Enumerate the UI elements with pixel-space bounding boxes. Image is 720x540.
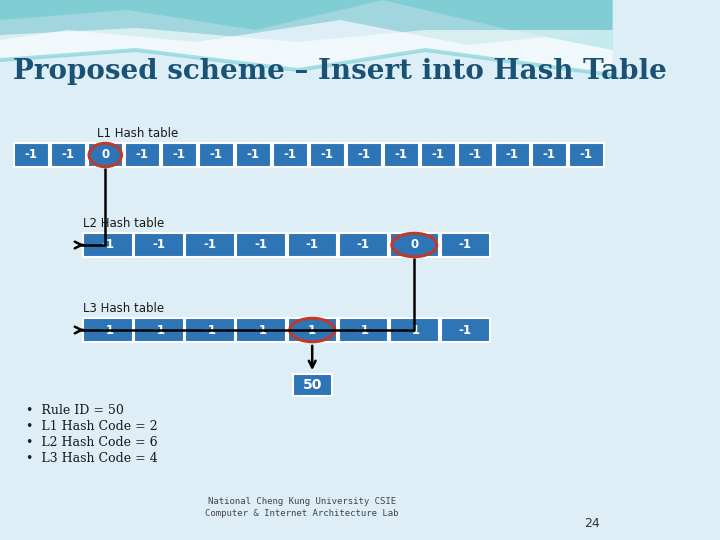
Polygon shape	[0, 0, 613, 50]
Text: -1: -1	[408, 323, 420, 336]
FancyBboxPatch shape	[390, 233, 439, 257]
FancyBboxPatch shape	[199, 143, 234, 167]
FancyBboxPatch shape	[88, 143, 123, 167]
Text: -1: -1	[459, 323, 472, 336]
Text: -1: -1	[356, 239, 370, 252]
FancyBboxPatch shape	[292, 374, 332, 396]
Text: -1: -1	[356, 323, 370, 336]
Text: •  L1 Hash Code = 2: • L1 Hash Code = 2	[25, 420, 157, 433]
Text: •  L2 Hash Code = 6: • L2 Hash Code = 6	[25, 435, 157, 449]
FancyBboxPatch shape	[420, 143, 456, 167]
Text: 24: 24	[584, 517, 600, 530]
FancyBboxPatch shape	[236, 233, 286, 257]
Text: -1: -1	[62, 148, 75, 161]
Polygon shape	[0, 0, 613, 45]
FancyBboxPatch shape	[84, 318, 132, 342]
Text: -1: -1	[102, 239, 114, 252]
FancyBboxPatch shape	[161, 143, 197, 167]
Text: -1: -1	[24, 148, 37, 161]
FancyBboxPatch shape	[338, 233, 388, 257]
Text: 0: 0	[410, 239, 418, 252]
FancyBboxPatch shape	[84, 233, 132, 257]
FancyBboxPatch shape	[310, 143, 345, 167]
Text: -1: -1	[173, 148, 186, 161]
FancyBboxPatch shape	[390, 318, 439, 342]
FancyBboxPatch shape	[441, 233, 490, 257]
Text: L1 Hash table: L1 Hash table	[96, 127, 178, 140]
FancyBboxPatch shape	[384, 143, 419, 167]
Text: -1: -1	[102, 323, 114, 336]
Text: -1: -1	[459, 239, 472, 252]
FancyBboxPatch shape	[458, 143, 493, 167]
FancyBboxPatch shape	[236, 318, 286, 342]
FancyBboxPatch shape	[569, 143, 604, 167]
FancyBboxPatch shape	[125, 143, 160, 167]
Text: -1: -1	[153, 239, 166, 252]
Text: National Cheng Kung University CSIE
Computer & Internet Architecture Lab: National Cheng Kung University CSIE Comp…	[205, 496, 399, 518]
Text: -1: -1	[284, 148, 297, 161]
Text: 50: 50	[302, 378, 322, 392]
FancyBboxPatch shape	[135, 233, 184, 257]
Polygon shape	[0, 48, 613, 77]
Text: -1: -1	[153, 323, 166, 336]
Text: -1: -1	[136, 148, 149, 161]
Text: Proposed scheme – Insert into Hash Table: Proposed scheme – Insert into Hash Table	[13, 58, 667, 85]
FancyBboxPatch shape	[441, 318, 490, 342]
Text: L2 Hash table: L2 Hash table	[83, 217, 163, 230]
FancyBboxPatch shape	[14, 143, 49, 167]
FancyBboxPatch shape	[531, 143, 567, 167]
Text: L3 Hash table: L3 Hash table	[83, 302, 163, 315]
FancyBboxPatch shape	[346, 143, 382, 167]
Text: -1: -1	[321, 148, 334, 161]
Text: -1: -1	[506, 148, 519, 161]
FancyBboxPatch shape	[50, 143, 86, 167]
Text: -1: -1	[204, 239, 217, 252]
FancyBboxPatch shape	[235, 143, 271, 167]
Text: 0: 0	[102, 148, 109, 161]
FancyBboxPatch shape	[0, 0, 613, 540]
FancyBboxPatch shape	[495, 143, 530, 167]
Text: -1: -1	[210, 148, 222, 161]
FancyBboxPatch shape	[287, 318, 337, 342]
Text: -1: -1	[432, 148, 445, 161]
Text: -1: -1	[255, 239, 268, 252]
FancyBboxPatch shape	[287, 233, 337, 257]
FancyBboxPatch shape	[186, 318, 235, 342]
Text: -1: -1	[395, 148, 408, 161]
Text: -1: -1	[543, 148, 556, 161]
FancyBboxPatch shape	[135, 318, 184, 342]
Text: -1: -1	[580, 148, 593, 161]
Text: -1: -1	[204, 323, 217, 336]
Text: •  Rule ID = 50: • Rule ID = 50	[25, 403, 123, 416]
Text: -1: -1	[247, 148, 260, 161]
Text: -1: -1	[469, 148, 482, 161]
FancyBboxPatch shape	[186, 233, 235, 257]
FancyBboxPatch shape	[338, 318, 388, 342]
Text: •  L3 Hash Code = 4: • L3 Hash Code = 4	[25, 451, 157, 464]
FancyBboxPatch shape	[273, 143, 308, 167]
Text: -1: -1	[306, 239, 319, 252]
Polygon shape	[0, 28, 613, 75]
Text: -1: -1	[255, 323, 268, 336]
Text: -1: -1	[358, 148, 371, 161]
Text: 1: 1	[308, 323, 316, 336]
